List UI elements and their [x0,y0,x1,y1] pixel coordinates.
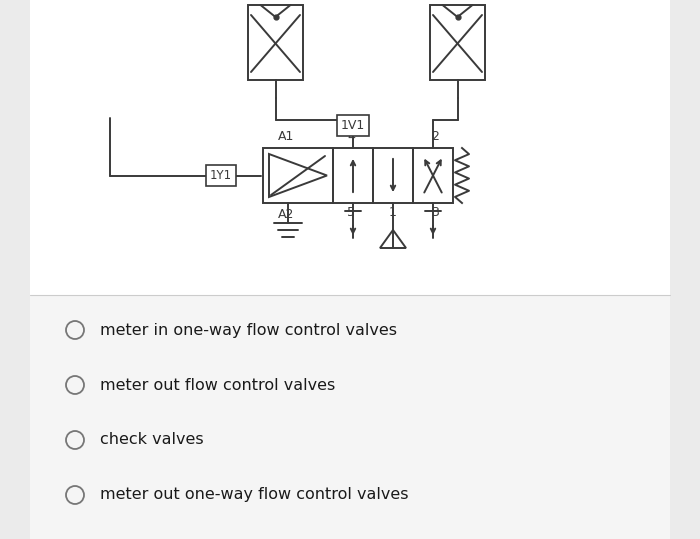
Bar [373,148,413,203]
Bar [333,148,373,203]
Text: 1Y1: 1Y1 [210,169,232,182]
Bar [430,5,485,80]
Text: check valves: check valves [100,432,204,447]
Bar [263,148,333,203]
Text: meter out flow control valves: meter out flow control valves [100,377,335,392]
Text: meter out one-way flow control valves: meter out one-way flow control valves [100,487,409,502]
Text: A2: A2 [278,208,295,221]
Bar [248,5,303,80]
Text: meter in one-way flow control valves: meter in one-way flow control valves [100,322,397,337]
Text: 1: 1 [389,206,397,219]
Text: 4: 4 [347,130,355,143]
Bar [413,148,453,203]
Text: 5: 5 [347,206,355,219]
Text: 1V1: 1V1 [341,119,365,132]
Text: 2: 2 [431,130,439,143]
Text: A1: A1 [278,130,295,143]
Text: 3: 3 [431,206,439,219]
Bar [30,0,670,295]
Bar [30,295,670,539]
